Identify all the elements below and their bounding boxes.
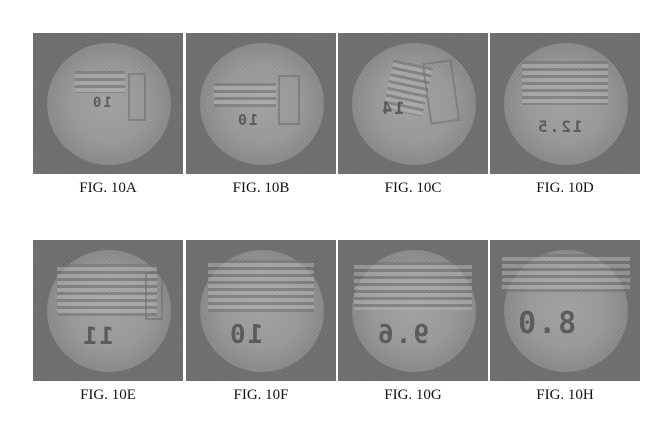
figure-10f: 10 FIG. 10F	[186, 240, 336, 404]
image-panel-10c: 14	[338, 33, 488, 174]
figure-10e: 11 FIG. 10E	[33, 240, 183, 404]
figure-10b: 10 FIG. 10B	[186, 33, 336, 197]
figure-caption: FIG. 10F	[186, 387, 336, 404]
figure-caption: FIG. 10H	[490, 387, 640, 404]
figure-caption: FIG. 10G	[338, 387, 488, 404]
figure-caption: FIG. 10E	[33, 387, 183, 404]
image-panel-10a: 10	[33, 33, 183, 174]
image-panel-10h: 8.0	[490, 240, 640, 381]
image-panel-10d: 12.5	[490, 33, 640, 174]
figure-10a: 10 FIG. 10A	[33, 33, 183, 197]
image-panel-10e: 11	[33, 240, 183, 381]
figure-caption: FIG. 10A	[33, 180, 183, 197]
image-panel-10g: 9.6	[338, 240, 488, 381]
figure-10h: 8.0 FIG. 10H	[490, 240, 640, 404]
figure-10d: 12.5 FIG. 10D	[490, 33, 640, 197]
image-panel-10b: 10	[186, 33, 336, 174]
image-panel-10f: 10	[186, 240, 336, 381]
figure-10g: 9.6 FIG. 10G	[338, 240, 488, 404]
figure-caption: FIG. 10C	[338, 180, 488, 197]
figure-10c: 14 FIG. 10C	[338, 33, 488, 197]
figure-caption: FIG. 10B	[186, 180, 336, 197]
figure-caption: FIG. 10D	[490, 180, 640, 197]
